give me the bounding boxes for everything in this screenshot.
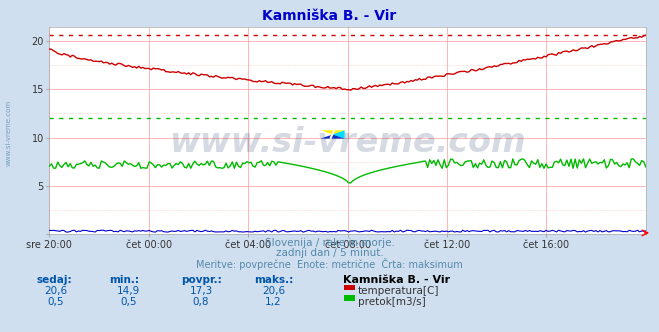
Text: 20,6: 20,6 (262, 286, 285, 296)
Polygon shape (333, 130, 345, 139)
Text: temperatura[C]: temperatura[C] (358, 286, 440, 296)
Text: Slovenija / reke in morje.: Slovenija / reke in morje. (264, 238, 395, 248)
Text: min.:: min.: (109, 275, 139, 285)
Text: 1,2: 1,2 (265, 297, 282, 307)
Text: www.si-vreme.com: www.si-vreme.com (169, 126, 526, 159)
Text: 0,8: 0,8 (192, 297, 210, 307)
Polygon shape (321, 130, 345, 134)
Text: Kamniška B. - Vir: Kamniška B. - Vir (343, 275, 450, 285)
Text: 20,6: 20,6 (44, 286, 68, 296)
Text: zadnji dan / 5 minut.: zadnji dan / 5 minut. (275, 248, 384, 258)
Text: Meritve: povprečne  Enote: metrične  Črta: maksimum: Meritve: povprečne Enote: metrične Črta:… (196, 258, 463, 270)
Text: pretok[m3/s]: pretok[m3/s] (358, 297, 426, 307)
Text: sedaj:: sedaj: (36, 275, 72, 285)
Text: www.si-vreme.com: www.si-vreme.com (5, 100, 11, 166)
Text: 14,9: 14,9 (117, 286, 140, 296)
Text: povpr.:: povpr.: (181, 275, 222, 285)
Text: 0,5: 0,5 (47, 297, 65, 307)
Text: 0,5: 0,5 (120, 297, 137, 307)
Text: maks.:: maks.: (254, 275, 293, 285)
Text: Kamniška B. - Vir: Kamniška B. - Vir (262, 9, 397, 23)
Polygon shape (321, 134, 345, 139)
Text: 17,3: 17,3 (189, 286, 213, 296)
